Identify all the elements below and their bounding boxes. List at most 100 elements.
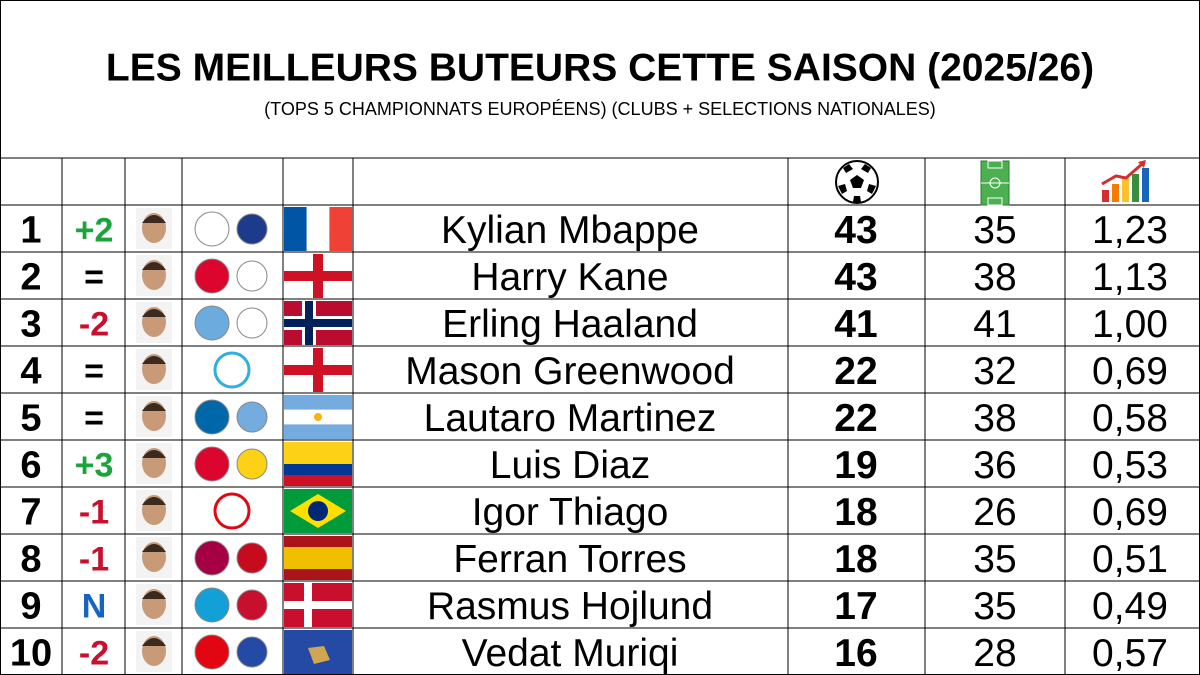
goals: 17 bbox=[834, 585, 877, 628]
matches: 35 bbox=[973, 585, 1016, 628]
matches: 26 bbox=[973, 491, 1016, 534]
flag bbox=[284, 442, 352, 486]
flag-part bbox=[306, 207, 330, 251]
ratio: 0,69 bbox=[1092, 350, 1168, 393]
flag bbox=[284, 254, 352, 298]
change: = bbox=[84, 259, 104, 297]
photo-hair bbox=[142, 403, 166, 411]
nation-logo bbox=[236, 636, 268, 668]
goals: 22 bbox=[834, 350, 877, 393]
ratio: 1,13 bbox=[1092, 256, 1168, 299]
goals: 22 bbox=[834, 397, 877, 440]
player-name: Mason Greenwood bbox=[405, 350, 735, 393]
goals: 18 bbox=[834, 538, 877, 581]
goals: 41 bbox=[834, 303, 877, 346]
club-logo bbox=[194, 305, 230, 341]
club-logo bbox=[194, 446, 230, 482]
rank: 10 bbox=[10, 633, 52, 675]
photo-hair bbox=[142, 450, 166, 458]
matches: 35 bbox=[973, 209, 1016, 252]
flag bbox=[284, 395, 352, 440]
flag-part bbox=[314, 413, 322, 421]
photo-hair bbox=[142, 262, 166, 270]
matches: 32 bbox=[973, 350, 1016, 393]
photo-hair bbox=[142, 638, 166, 646]
player-name: Vedat Muriqi bbox=[462, 632, 679, 675]
club-logo bbox=[213, 351, 251, 389]
photo-hair bbox=[142, 309, 166, 317]
player-name: Ferran Torres bbox=[453, 538, 686, 581]
rank: 8 bbox=[20, 539, 41, 581]
change: -1 bbox=[79, 494, 109, 532]
matches: 38 bbox=[973, 397, 1016, 440]
change: -2 bbox=[79, 635, 109, 673]
photo-hair bbox=[142, 497, 166, 505]
photo-hair bbox=[142, 356, 166, 364]
flag-part bbox=[284, 442, 352, 464]
flag-part bbox=[284, 207, 307, 251]
nation-logo bbox=[236, 542, 268, 574]
rank: 1 bbox=[20, 210, 41, 252]
nation-logo bbox=[236, 307, 268, 339]
flag-part bbox=[284, 424, 352, 440]
club-logo bbox=[194, 587, 230, 623]
matches: 41 bbox=[973, 303, 1016, 346]
ratio: 0,51 bbox=[1092, 538, 1168, 581]
flag-part bbox=[308, 646, 330, 664]
matches: 38 bbox=[973, 256, 1016, 299]
goals: 18 bbox=[834, 491, 877, 534]
photo-hair bbox=[142, 591, 166, 599]
chart-icon bbox=[1101, 160, 1149, 202]
flag bbox=[284, 301, 352, 345]
rank: 5 bbox=[20, 398, 41, 440]
ratio: 0,57 bbox=[1092, 632, 1168, 675]
rank: 3 bbox=[20, 304, 41, 346]
photo-hair bbox=[142, 215, 166, 223]
player-name: Kylian Mbappe bbox=[441, 209, 699, 252]
flag-part bbox=[329, 207, 353, 251]
flag-part bbox=[284, 475, 352, 486]
goals: 43 bbox=[834, 256, 877, 299]
flag bbox=[284, 489, 352, 533]
nation-logo bbox=[236, 589, 268, 621]
flag-part bbox=[284, 319, 352, 327]
change: +2 bbox=[75, 212, 114, 250]
flag-part bbox=[284, 271, 352, 281]
flag bbox=[284, 583, 352, 627]
club-logo bbox=[194, 399, 230, 435]
ratio: 1,23 bbox=[1092, 209, 1168, 252]
club-logo bbox=[194, 258, 230, 294]
change: = bbox=[84, 353, 104, 391]
title: LES MEILLEURS BUTEURS CETTE SAISON (2025… bbox=[106, 47, 1094, 90]
matches: 36 bbox=[973, 444, 1016, 487]
player-name: Lautaro Martinez bbox=[424, 397, 717, 440]
goals: 16 bbox=[834, 632, 877, 675]
nation-logo bbox=[236, 213, 268, 245]
change: N bbox=[82, 588, 107, 626]
flag-part bbox=[284, 464, 352, 475]
rank: 7 bbox=[20, 492, 41, 534]
flag bbox=[284, 630, 352, 674]
player-name: Igor Thiago bbox=[472, 491, 669, 534]
player-name: Rasmus Hojlund bbox=[427, 585, 713, 628]
change: = bbox=[84, 400, 104, 438]
change: +3 bbox=[75, 447, 114, 485]
nation-logo bbox=[236, 448, 268, 480]
flag-part bbox=[284, 365, 352, 375]
flag bbox=[284, 348, 352, 392]
flag-part bbox=[284, 601, 352, 609]
club-logo bbox=[194, 634, 230, 670]
rows: 1 +2 Kylian Mbappe 43 35 1,232 = Harry Kane 43 38… bbox=[10, 207, 1168, 675]
change: -1 bbox=[79, 541, 109, 579]
flag-part bbox=[308, 501, 328, 521]
ratio: 0,69 bbox=[1092, 491, 1168, 534]
club-logo bbox=[194, 211, 230, 247]
ratio: 0,53 bbox=[1092, 444, 1168, 487]
flag-part bbox=[284, 547, 352, 569]
goals: 19 bbox=[834, 444, 877, 487]
change: -2 bbox=[79, 306, 109, 344]
ball-icon bbox=[835, 160, 879, 204]
subtitle: (TOPS 5 CHAMPIONNATS EUROPÉENS) (CLUBS +… bbox=[264, 99, 936, 119]
flag bbox=[284, 536, 352, 580]
ratio: 0,49 bbox=[1092, 585, 1168, 628]
